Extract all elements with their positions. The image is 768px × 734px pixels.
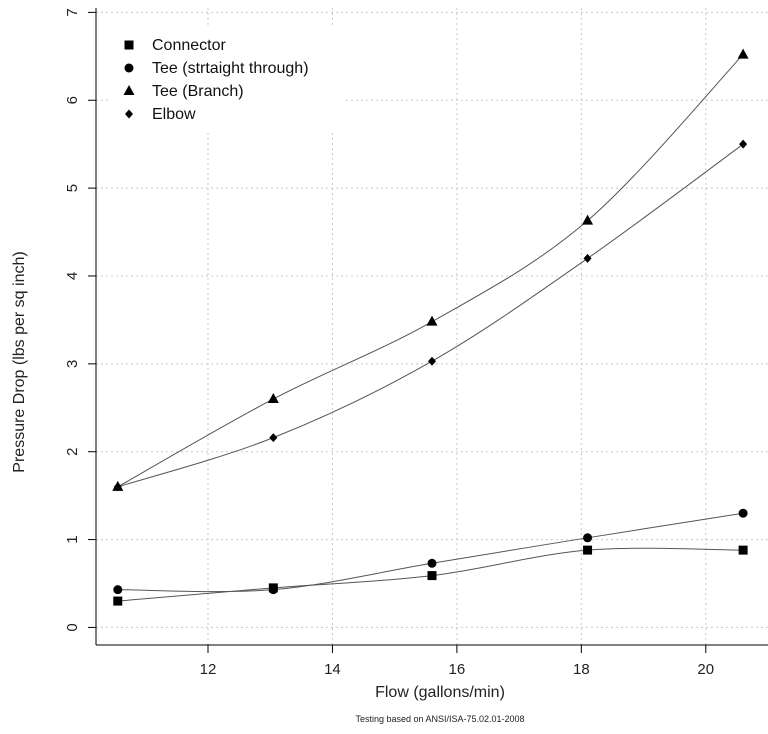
caption: Testing based on ANSI/ISA-75.02.01-2008: [355, 714, 524, 724]
data-point-2: [582, 214, 594, 225]
data-point-1: [583, 533, 593, 543]
data-point-0: [427, 571, 437, 581]
data-point-1: [427, 558, 437, 568]
data-point-0: [113, 596, 123, 606]
data-point-0: [738, 545, 748, 555]
legend-label-0: Connector: [152, 37, 226, 54]
data-point-3: [428, 356, 436, 366]
legend-marker-1: [124, 63, 134, 73]
x-tick-label: 18: [573, 661, 590, 678]
legend-marker-3: [125, 109, 133, 119]
x-tick-label: 20: [697, 661, 714, 678]
data-point-3: [739, 139, 748, 149]
legend: Connector Tee (strtaight through) Tee (Bra…: [123, 37, 309, 123]
legend-label-3: Elbow: [152, 106, 196, 123]
legend-label-1: Tee (strtaight through): [152, 60, 309, 77]
series-points: [112, 48, 749, 606]
y-tick-label: 0: [64, 623, 81, 631]
x-tick-label: 16: [449, 661, 466, 678]
y-tick-label: 3: [64, 360, 81, 368]
y-tick-label: 2: [64, 448, 81, 456]
data-point-2: [267, 392, 279, 403]
legend-marker-2: [123, 85, 135, 95]
y-tick-label: 4: [64, 272, 81, 280]
data-point-1: [268, 585, 278, 595]
y-tick-label: 5: [64, 184, 81, 192]
data-point-3: [269, 433, 278, 443]
data-point-2: [737, 48, 749, 59]
data-point-0: [583, 545, 593, 555]
series-line-3: [117, 143, 744, 488]
data-point-3: [113, 482, 122, 492]
data-point-1: [738, 508, 748, 518]
legend-background: [108, 28, 346, 130]
legend-label-2: Tee (Branch): [152, 83, 244, 100]
x-tick-label: 12: [200, 661, 217, 678]
data-point-3: [583, 253, 592, 263]
data-point-1: [113, 585, 123, 595]
x-tick-label: 14: [324, 661, 341, 678]
y-tick-label: 1: [64, 535, 81, 543]
legend-marker-0: [124, 40, 134, 50]
series-lines: [117, 54, 744, 602]
y-axis-label: Pressure Drop (lbs per sq inch): [11, 251, 28, 472]
y-tick-label: 7: [64, 8, 81, 16]
data-point-2: [426, 315, 438, 326]
grid: [96, 8, 768, 645]
x-axis-label: Flow (gallons/min): [375, 684, 505, 701]
y-tick-label: 6: [64, 96, 81, 104]
